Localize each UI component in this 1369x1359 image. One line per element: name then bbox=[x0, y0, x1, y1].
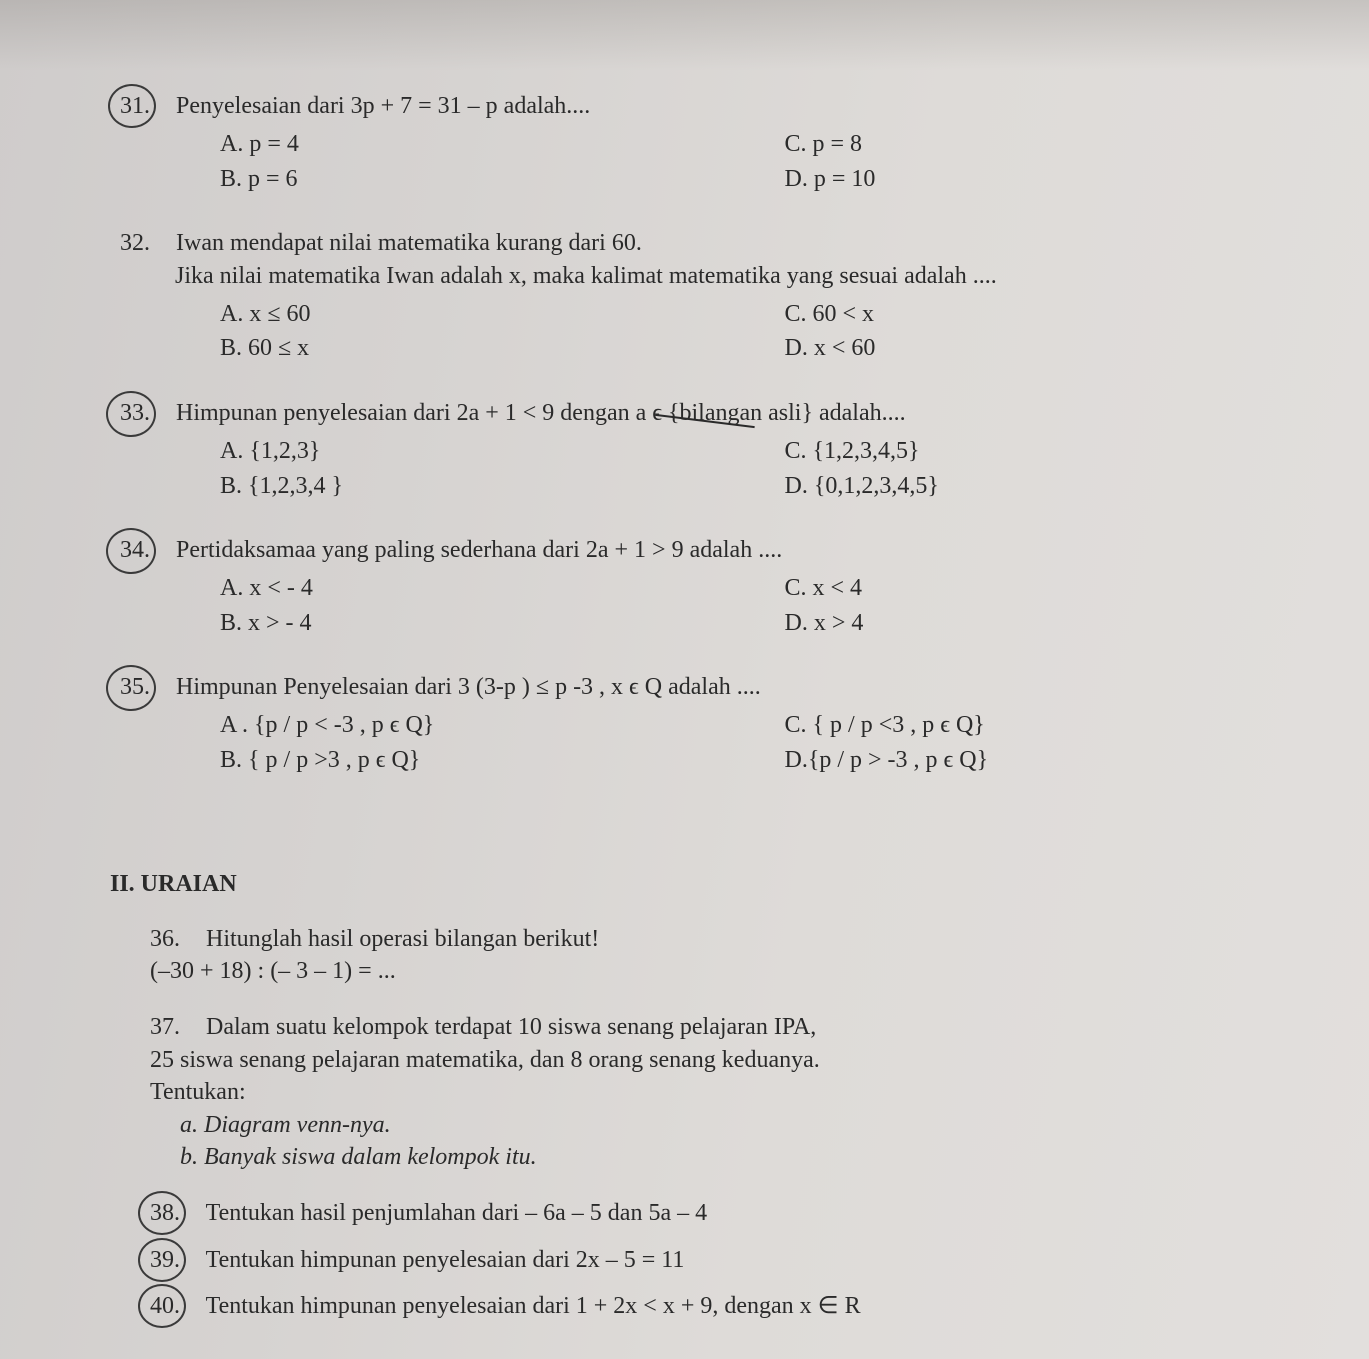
q33-opt-d: D. {0,1,2,3,4,5} bbox=[785, 470, 1290, 502]
q39-num: 39. bbox=[150, 1244, 200, 1276]
question-32: 32. Iwan mendapat nilai matematika kuran… bbox=[120, 227, 1289, 367]
q31-num: 31. bbox=[120, 90, 170, 122]
q37-line3: Tentukan: bbox=[150, 1076, 1289, 1108]
q38-num: 38. bbox=[150, 1197, 200, 1229]
q31-opt-a: A. p = 4 bbox=[220, 128, 725, 160]
q32-opt-a: A. x ≤ 60 bbox=[220, 298, 725, 330]
q33-options: A. {1,2,3} B. {1,2,3,4 } C. {1,2,3,4,5} … bbox=[220, 433, 1289, 504]
section-spacer bbox=[120, 808, 1289, 868]
q36-line2: (–30 + 18) : (– 3 – 1) = ... bbox=[150, 955, 1289, 987]
q35-opt-c: C. { p / p <3 , p ϵ Q} bbox=[785, 709, 1290, 741]
q35-opt-d: D.{p / p > -3 , p ϵ Q} bbox=[785, 744, 1290, 776]
q34-num: 34. bbox=[120, 534, 170, 566]
q31-text: Penyelesaian dari 3p + 7 = 31 – p adalah… bbox=[176, 93, 590, 119]
q37-sub-a: a. Diagram venn-nya. bbox=[180, 1109, 1289, 1141]
q34-opt-b: B. x > - 4 bbox=[220, 607, 725, 639]
question-34: 34. Pertidaksamaa yang paling sederhana … bbox=[120, 534, 1289, 641]
q32-line2: Jika nilai matematika Iwan adalah x, mak… bbox=[175, 260, 1289, 292]
q39-text: Tentukan himpunan penyelesaian dari 2x –… bbox=[206, 1247, 685, 1273]
q31-opt-c: C. p = 8 bbox=[785, 128, 1290, 160]
q37-line1: Dalam suatu kelompok terdapat 10 siswa s… bbox=[206, 1014, 816, 1040]
question-40: 40. Tentukan himpunan penyelesaian dari … bbox=[150, 1290, 1289, 1322]
q35-options: A . {p / p < -3 , p ϵ Q} B. { p / p >3 ,… bbox=[220, 707, 1289, 778]
q37-num: 37. bbox=[150, 1011, 200, 1043]
q34-opt-d: D. x > 4 bbox=[785, 607, 1290, 639]
question-39: 39. Tentukan himpunan penyelesaian dari … bbox=[150, 1244, 1289, 1276]
q34-opt-a: A. x < - 4 bbox=[220, 572, 725, 604]
question-37: 37. Dalam suatu kelompok terdapat 10 sis… bbox=[150, 1011, 1289, 1173]
q32-options: A. x ≤ 60 B. 60 ≤ x C. 60 < x D. x < 60 bbox=[220, 296, 1289, 367]
q36-num: 36. bbox=[150, 923, 200, 955]
q36-line1: Hitunglah hasil operasi bilangan berikut… bbox=[206, 926, 599, 952]
q35-num: 35. bbox=[120, 671, 170, 703]
q33-text: Himpunan penyelesaian dari 2a + 1 < 9 de… bbox=[176, 400, 906, 426]
q32-opt-c: C. 60 < x bbox=[785, 298, 1290, 330]
question-38: 38. Tentukan hasil penjumlahan dari – 6a… bbox=[150, 1197, 1289, 1229]
section-ii-title: II. URAIAN bbox=[110, 868, 1289, 900]
q37-sub-b: b. Banyak siswa dalam kelompok itu. bbox=[180, 1141, 1289, 1173]
q40-num: 40. bbox=[150, 1290, 200, 1322]
q34-options: A. x < - 4 B. x > - 4 C. x < 4 D. x > 4 bbox=[220, 570, 1289, 641]
question-36: 36. Hitunglah hasil operasi bilangan ber… bbox=[150, 923, 1289, 988]
exam-page: 31. Penyelesaian dari 3p + 7 = 31 – p ad… bbox=[0, 0, 1369, 1359]
q33-opt-c: C. {1,2,3,4,5} bbox=[785, 435, 1290, 467]
q32-opt-d: D. x < 60 bbox=[785, 332, 1290, 364]
question-33: 33. Himpunan penyelesaian dari 2a + 1 < … bbox=[120, 397, 1289, 504]
q31-options: A. p = 4 B. p = 6 C. p = 8 D. p = 10 bbox=[220, 126, 1289, 197]
q40-text: Tentukan himpunan penyelesaian dari 1 + … bbox=[206, 1293, 861, 1319]
q31-opt-d: D. p = 10 bbox=[785, 163, 1290, 195]
q32-opt-b: B. 60 ≤ x bbox=[220, 332, 725, 364]
q35-opt-a: A . {p / p < -3 , p ϵ Q} bbox=[220, 709, 725, 741]
q34-text: Pertidaksamaa yang paling sederhana dari… bbox=[176, 537, 782, 563]
q34-opt-c: C. x < 4 bbox=[785, 572, 1290, 604]
question-31: 31. Penyelesaian dari 3p + 7 = 31 – p ad… bbox=[120, 90, 1289, 197]
q33-opt-a: A. {1,2,3} bbox=[220, 435, 725, 467]
q32-num: 32. bbox=[120, 227, 170, 259]
top-shadow bbox=[0, 0, 1369, 70]
q38-text: Tentukan hasil penjumlahan dari – 6a – 5… bbox=[206, 1200, 708, 1226]
q33-num: 33. bbox=[120, 397, 170, 429]
q35-text: Himpunan Penyelesaian dari 3 (3-p ) ≤ p … bbox=[176, 674, 761, 700]
q32-line1: Iwan mendapat nilai matematika kurang da… bbox=[176, 230, 642, 256]
question-35: 35. Himpunan Penyelesaian dari 3 (3-p ) … bbox=[120, 671, 1289, 778]
q37-line2: 25 siswa senang pelajaran matematika, da… bbox=[150, 1044, 1289, 1076]
q33-opt-b: B. {1,2,3,4 } bbox=[220, 470, 725, 502]
q35-opt-b: B. { p / p >3 , p ϵ Q} bbox=[220, 744, 725, 776]
q31-opt-b: B. p = 6 bbox=[220, 163, 725, 195]
